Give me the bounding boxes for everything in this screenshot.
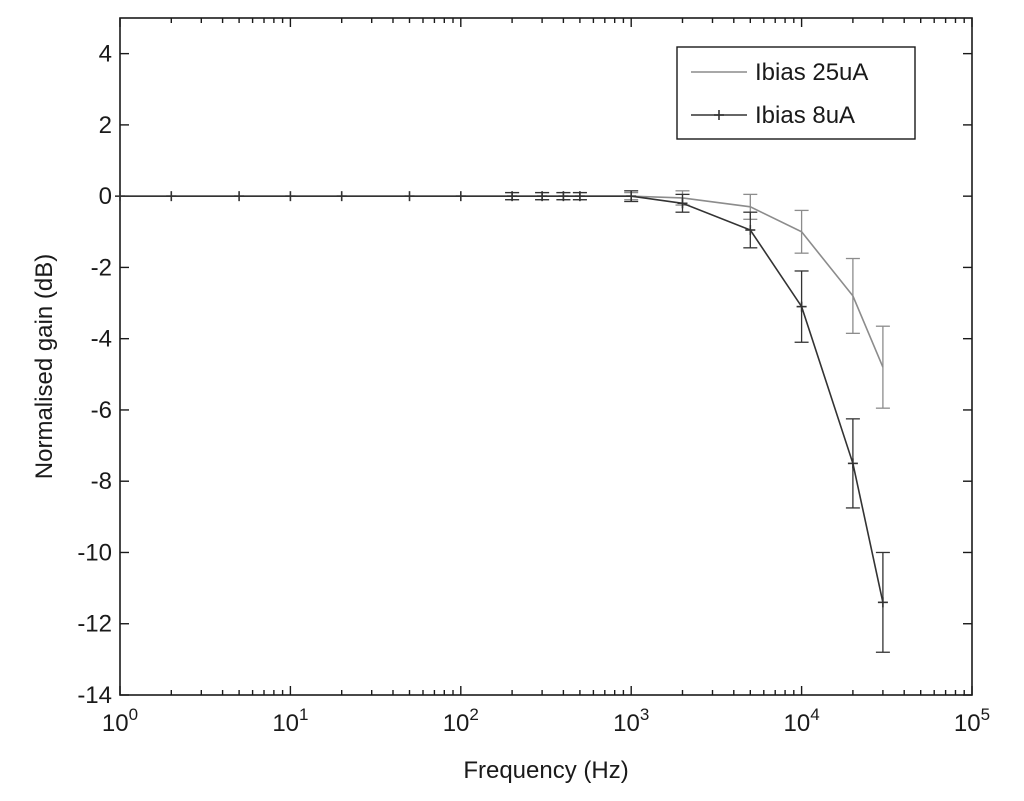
- tick-labels: 100 101 102 103 104 105 4 2 0 -2 -4 -6 -8 -10 -12 -14: [77, 41, 990, 737]
- x-tick-label: 100: [102, 705, 138, 737]
- x-tick-label: 103: [613, 705, 649, 737]
- data-point-marker: [455, 191, 466, 202]
- y-tick-label: -4: [91, 326, 112, 353]
- data-point-marker: [677, 198, 688, 209]
- legend-box: [676, 46, 916, 140]
- data-point-marker: [336, 191, 347, 202]
- y-tick-label: 2: [99, 112, 112, 139]
- axis-ticks: [119, 18, 973, 696]
- data-point-marker: [558, 191, 569, 202]
- legend: Ibias 25uA Ibias 8uA: [676, 46, 916, 140]
- y-tick-label: -2: [91, 254, 112, 281]
- data-point-marker: [574, 191, 585, 202]
- y-tick-label: 4: [99, 41, 112, 68]
- series-1: [115, 190, 890, 653]
- data-point-marker: [507, 191, 518, 202]
- data-point-marker: [115, 191, 125, 202]
- y-axis-title: Normalised gain (dB): [31, 254, 58, 479]
- data-point-marker: [404, 191, 415, 202]
- data-point-marker: [847, 458, 858, 469]
- y-tick-label: -10: [77, 539, 112, 566]
- x-tick-label: 105: [954, 705, 990, 737]
- y-tick-label: 0: [99, 183, 112, 210]
- data-point-marker: [745, 225, 756, 236]
- legend-entry-ibias-25ua: Ibias 25uA: [755, 59, 868, 86]
- data-point-marker: [626, 191, 637, 202]
- y-tick-label: -14: [77, 682, 112, 709]
- y-tick-label: -8: [91, 468, 112, 495]
- legend-marker-ibias-8ua: [714, 110, 724, 120]
- data-point-marker: [537, 191, 548, 202]
- data-point-marker: [285, 191, 296, 202]
- y-tick-label: -6: [91, 397, 112, 424]
- series-layer: [115, 190, 890, 653]
- x-tick-label: 102: [443, 705, 479, 737]
- legend-entry-ibias-8ua: Ibias 8uA: [755, 102, 855, 129]
- x-axis-title: Frequency (Hz): [463, 757, 628, 784]
- data-point-marker: [877, 597, 888, 608]
- y-tick-label: -12: [77, 611, 112, 638]
- data-point-marker: [166, 191, 177, 202]
- data-point-marker: [796, 301, 807, 312]
- x-tick-label: 104: [784, 705, 820, 737]
- x-tick-label: 101: [272, 705, 308, 737]
- data-point-marker: [234, 191, 245, 202]
